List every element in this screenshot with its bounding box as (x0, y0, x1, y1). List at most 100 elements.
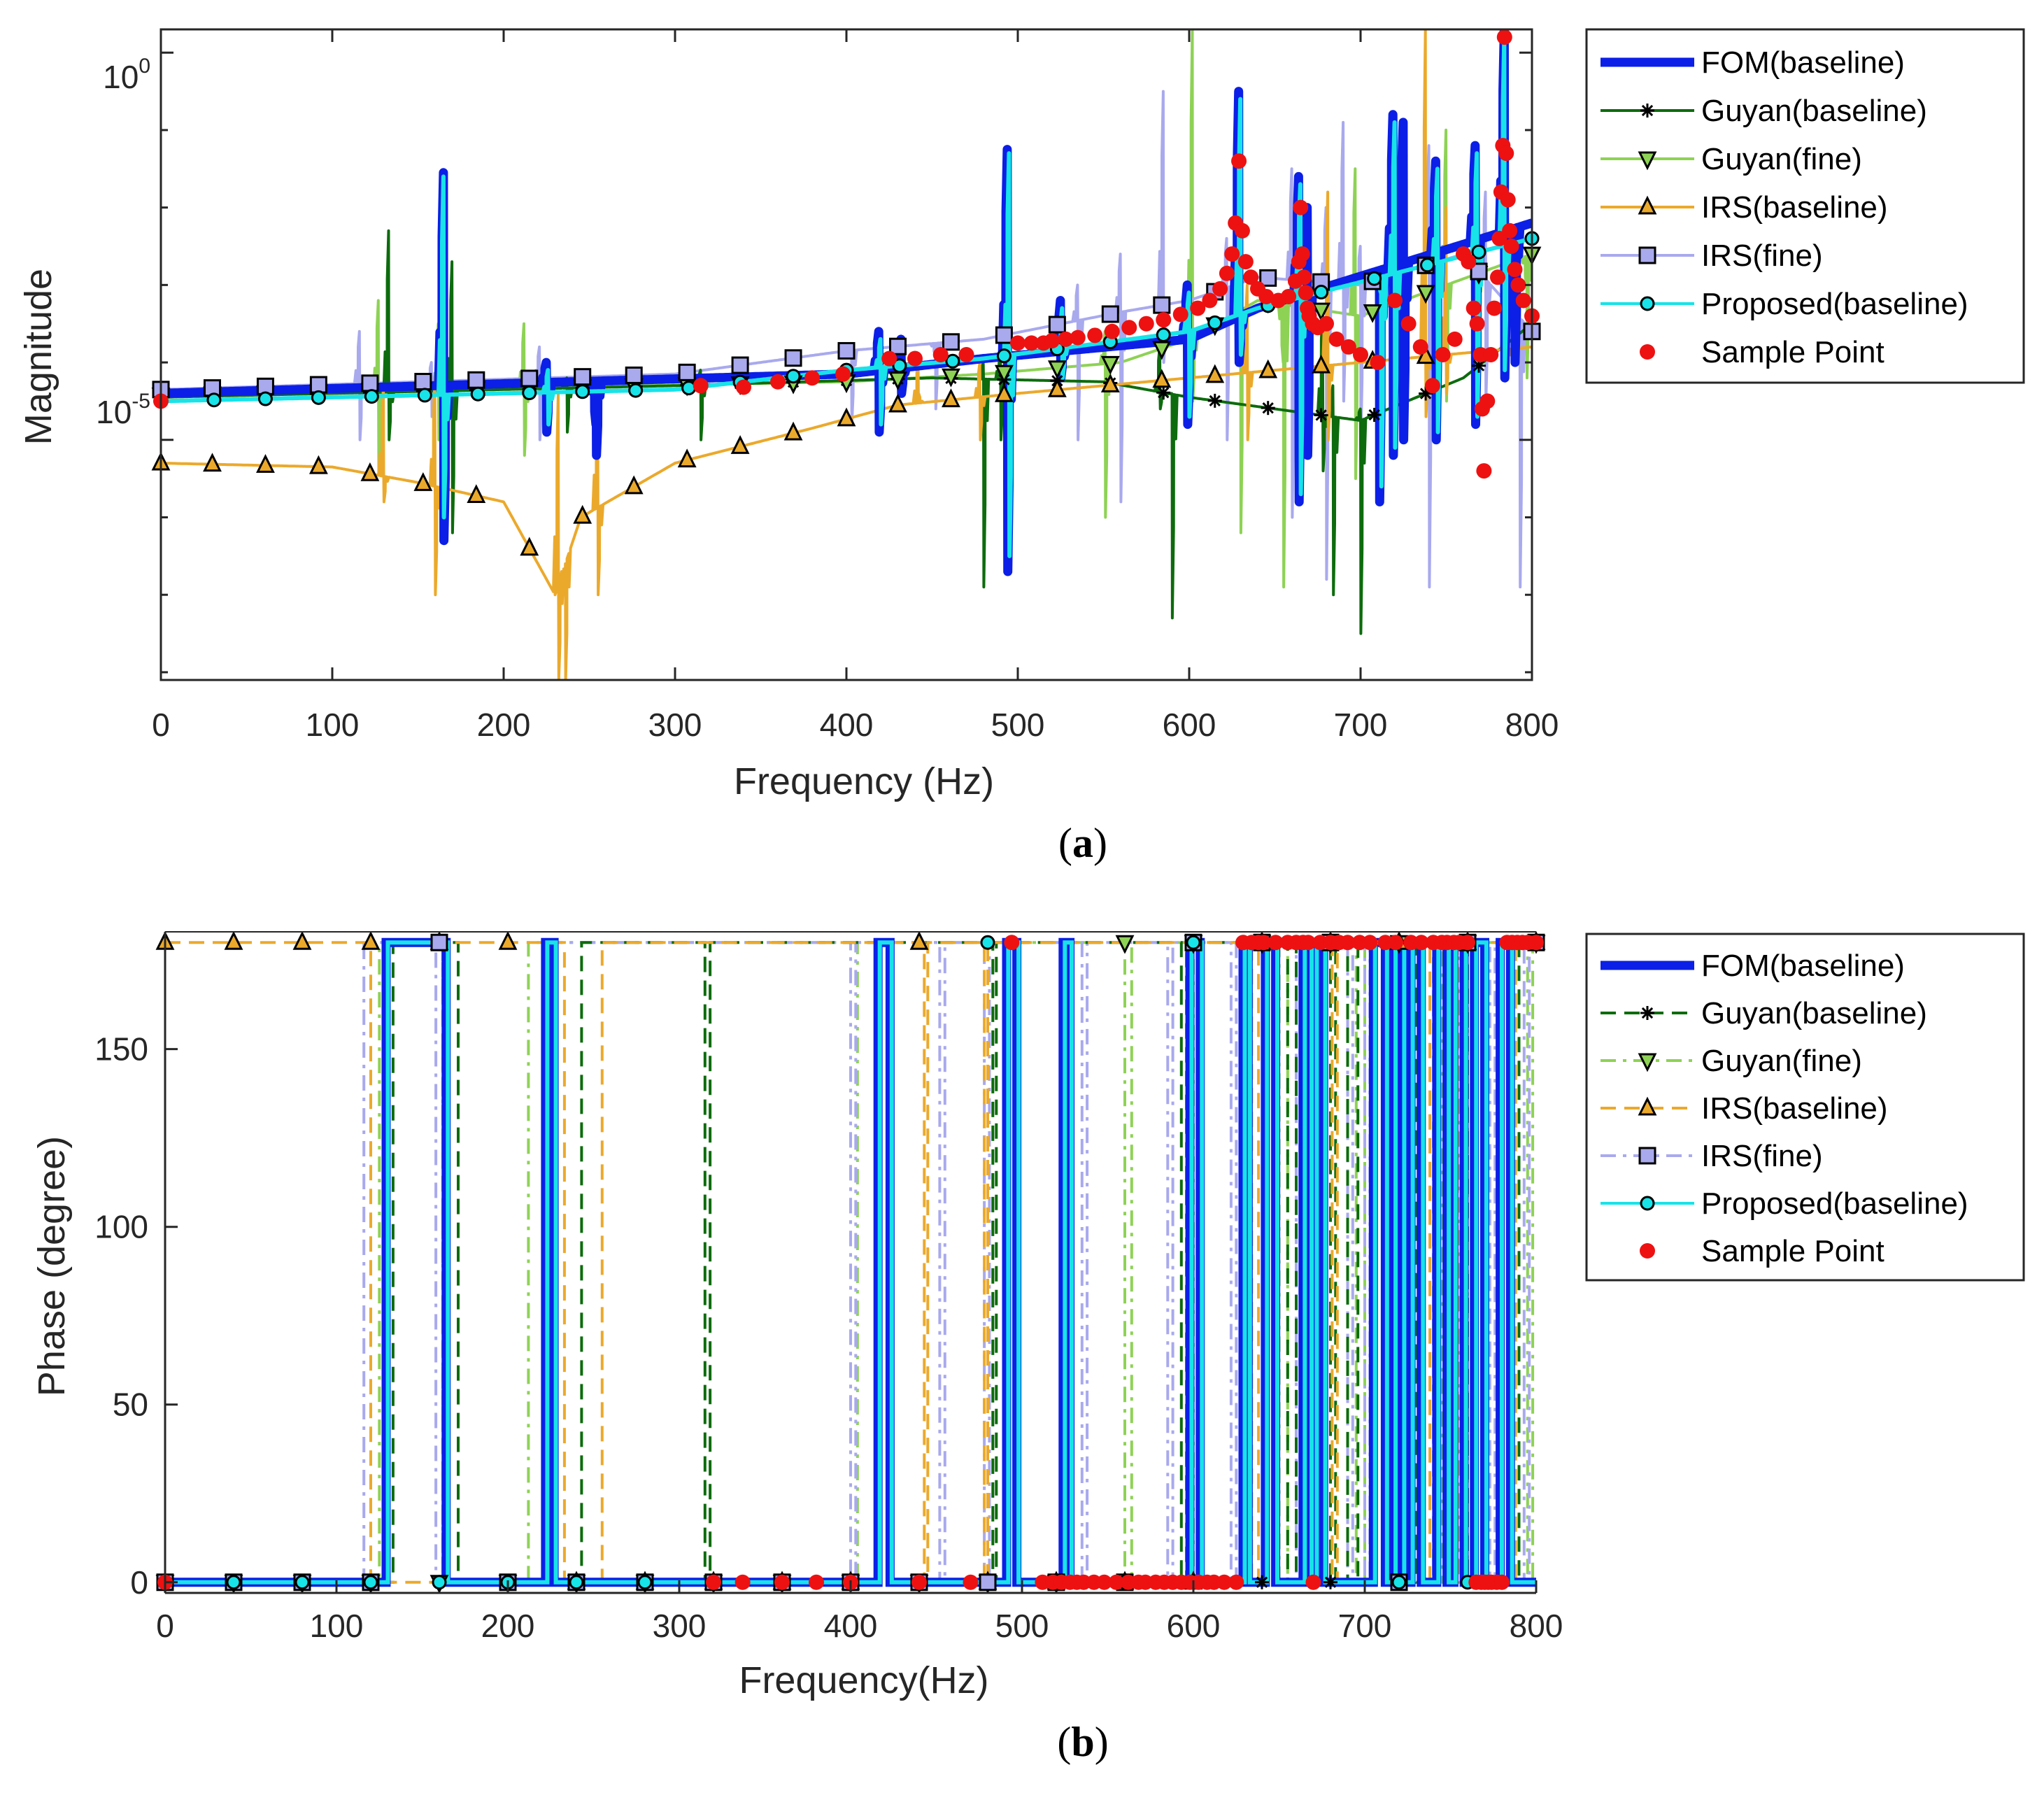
b-sample-point (1362, 935, 1378, 951)
a-data-marker (1152, 341, 1172, 360)
a-markers-proposed (153, 231, 1540, 409)
a-data-marker (414, 373, 432, 391)
a-sample-point (1328, 331, 1344, 347)
panel-b-legend: FOM(baseline) Guyan(baseline) Guyan(fine… (1585, 933, 2025, 1282)
a-sample-point (1104, 323, 1120, 339)
a-sample-point (1219, 265, 1235, 281)
a-sample-point (1447, 331, 1463, 347)
a-sample-point (1296, 269, 1312, 285)
a-data-marker (575, 384, 590, 399)
panel-a-ytick-label: 100 (103, 55, 150, 95)
a-data-marker (1312, 354, 1331, 374)
a-data-marker (995, 326, 1013, 344)
b-sample-point (1340, 935, 1356, 951)
b-ytick-label: 100 (94, 1209, 148, 1245)
a-sample-point (736, 379, 751, 395)
panel-b-xtick-labels: 0 100 200 300 400 500 600 700 800 (156, 1608, 1563, 1644)
panel-a-series-group (161, 29, 1532, 680)
legend-b-proposed: Proposed(baseline) (1701, 1186, 1968, 1221)
b-data-marker (224, 930, 243, 950)
a-sample-point (881, 350, 897, 367)
b-sample-point (1268, 935, 1284, 951)
asterisk-stroke (1209, 395, 1221, 407)
a-data-marker (1047, 378, 1067, 397)
a-sample-point (1412, 339, 1428, 355)
b-data-marker (1391, 1575, 1407, 1590)
legend-a-guyan-fine: Guyan(fine) (1701, 142, 1862, 176)
legend-a-proposed: Proposed(baseline) (1701, 287, 1968, 321)
legend-marker-guyan-baseline (1640, 1006, 1654, 1020)
b-data-marker (1186, 935, 1201, 950)
a-sample-point (804, 370, 820, 386)
a-sample-point (1070, 329, 1086, 346)
a-data-marker (1156, 385, 1171, 400)
a-sample-point (1465, 300, 1482, 316)
a-sample-point (693, 378, 709, 394)
a-data-marker (470, 386, 485, 402)
a-sample-point (1353, 347, 1368, 362)
b-sample-point (734, 1574, 751, 1590)
a-sample-point (1486, 300, 1503, 316)
b-data-marker (979, 1573, 997, 1592)
b-data-marker (432, 1575, 447, 1590)
a-data-marker (361, 374, 379, 392)
b-sample-point (1460, 935, 1475, 951)
b-xtick-label: 800 (1510, 1608, 1563, 1644)
a-sample-point (1281, 288, 1297, 304)
b-data-marker (226, 1575, 241, 1590)
a-data-marker (309, 376, 327, 394)
b-sample-point (911, 1574, 927, 1590)
legend-marker-guyan-fine (1638, 1053, 1657, 1072)
a-data-marker (1261, 401, 1275, 416)
a-data-marker (1048, 316, 1066, 334)
a-sample-point (1498, 146, 1514, 162)
a-sample-point (1138, 316, 1154, 332)
b-sample-point (1528, 935, 1544, 951)
a-data-marker (1416, 345, 1435, 364)
a-data-marker (467, 371, 485, 389)
b-xtick-label: 0 (156, 1608, 174, 1644)
a-data-marker (1367, 271, 1382, 286)
a-data-marker (467, 484, 486, 503)
a-data-marker (994, 383, 1014, 402)
a-sample-point (1490, 269, 1505, 285)
a-data-marker (1047, 360, 1067, 380)
b-data-marker (430, 933, 448, 951)
a-data-marker (1420, 257, 1435, 273)
legend-a-sample-point: Sample Point (1701, 335, 1885, 369)
panel-a-caption: (a) (1058, 820, 1107, 866)
legend-b-guyan-fine: Guyan(fine) (1701, 1044, 1862, 1078)
a-sample-point (1503, 239, 1519, 254)
asterisk-stroke (1324, 1576, 1337, 1588)
a-sample-point (1483, 347, 1499, 362)
a-series-proposed (161, 35, 1532, 558)
a-data-marker (837, 341, 856, 360)
b-data-marker (569, 1575, 584, 1590)
a-sample-point (1234, 222, 1250, 239)
legend-marker-sample (1640, 1243, 1655, 1259)
legend-b-irs-baseline: IRS(baseline) (1701, 1091, 1888, 1126)
a-data-marker (574, 368, 592, 386)
b-xtick-label: 400 (824, 1608, 878, 1644)
asterisk-stroke (1641, 1007, 1654, 1019)
panel-a-x-axis-label: Frequency (Hz) (734, 760, 994, 802)
panel-b-y-axis-label: Phase (degree) (31, 1136, 73, 1396)
a-sample-point (1340, 339, 1356, 355)
b-data-marker (1323, 1575, 1337, 1589)
a-data-marker (1100, 355, 1120, 375)
panel-a-y-axis-label: Magnitude (17, 269, 59, 445)
b-data-marker (1255, 1575, 1269, 1589)
b-sample-point (1228, 1574, 1244, 1590)
a-xtick-label: 300 (648, 707, 702, 743)
panel-b: 0 50 100 150 0 100 200 300 400 500 600 700 800 Freq… (31, 930, 2025, 1765)
a-sample-point (907, 350, 923, 367)
a-data-marker (837, 407, 856, 427)
panel-b-legend-glyphs (1601, 961, 1694, 1259)
a-data-marker (308, 455, 328, 474)
a-data-marker (628, 383, 644, 398)
a-data-marker (942, 333, 960, 351)
a-data-marker (1205, 364, 1225, 383)
a-sample-point (1231, 153, 1247, 169)
a-sample-point (1156, 312, 1172, 328)
a-data-marker (942, 368, 960, 388)
